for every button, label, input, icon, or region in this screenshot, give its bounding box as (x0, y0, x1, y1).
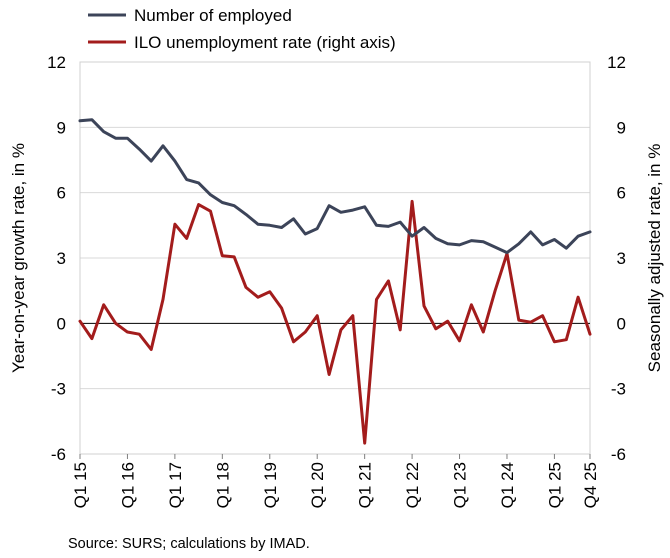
x-tick-label: Q1 17 (166, 462, 185, 508)
left-tick-label: 12 (47, 53, 66, 72)
right-tick-label: 3 (617, 249, 626, 268)
x-tick-label: Q1 18 (213, 462, 232, 508)
legend: Number of employed ILO unemployment rate… (88, 6, 396, 52)
right-tick-label: 12 (607, 53, 626, 72)
plot-frame (79, 61, 591, 455)
x-tick-label: Q1 22 (403, 462, 422, 508)
x-tick-label: Q1 20 (308, 462, 327, 508)
left-tick-label: -6 (51, 445, 66, 464)
x-tick-label: Q1 21 (356, 462, 375, 508)
x-tick-label: Q1 24 (498, 462, 517, 508)
right-tick-label: -6 (611, 445, 626, 464)
left-tick-label: 3 (57, 249, 66, 268)
left-tick-label: -3 (51, 380, 66, 399)
legend-label-employed: Number of employed (134, 6, 292, 25)
right-tick-label: 0 (617, 314, 626, 333)
x-tick-label: Q1 19 (261, 462, 280, 508)
right-axis-ticks: -6 -3 0 3 6 9 12 (607, 53, 626, 464)
source-note: Source: SURS; calculations by IMAD. (68, 536, 310, 552)
x-axis-ticks: Q1 15 Q1 16 Q1 17 Q1 18 Q1 19 Q1 20 Q1 21 Q1 22… (71, 454, 600, 508)
left-axis-title: Year-on-year growth rate, in % (9, 143, 28, 373)
gridlines (80, 61, 590, 455)
series-lines (78, 118, 592, 445)
x-tick-label: Q1 23 (451, 462, 470, 508)
series-line-unemployment (78, 199, 592, 445)
x-tick-label: Q1 25 (545, 462, 564, 508)
right-tick-label: -3 (611, 380, 626, 399)
legend-label-unemployment: ILO unemployment rate (right axis) (134, 33, 396, 52)
right-tick-label: 9 (617, 118, 626, 137)
left-tick-label: 0 (57, 314, 66, 333)
series-line-employed (78, 118, 592, 255)
x-tick-label: Q1 15 (71, 462, 90, 508)
x-tick-label: Q4 25 (581, 462, 600, 508)
x-tick-label: Q1 16 (118, 462, 137, 508)
left-tick-label: 9 (57, 118, 66, 137)
left-axis-ticks: -6 -3 0 3 6 9 12 (47, 53, 66, 464)
right-axis-title: Seasonally adjusted rate, in % (645, 144, 664, 373)
plot-border (79, 61, 591, 455)
left-tick-label: 6 (57, 184, 66, 203)
right-tick-label: 6 (617, 184, 626, 203)
